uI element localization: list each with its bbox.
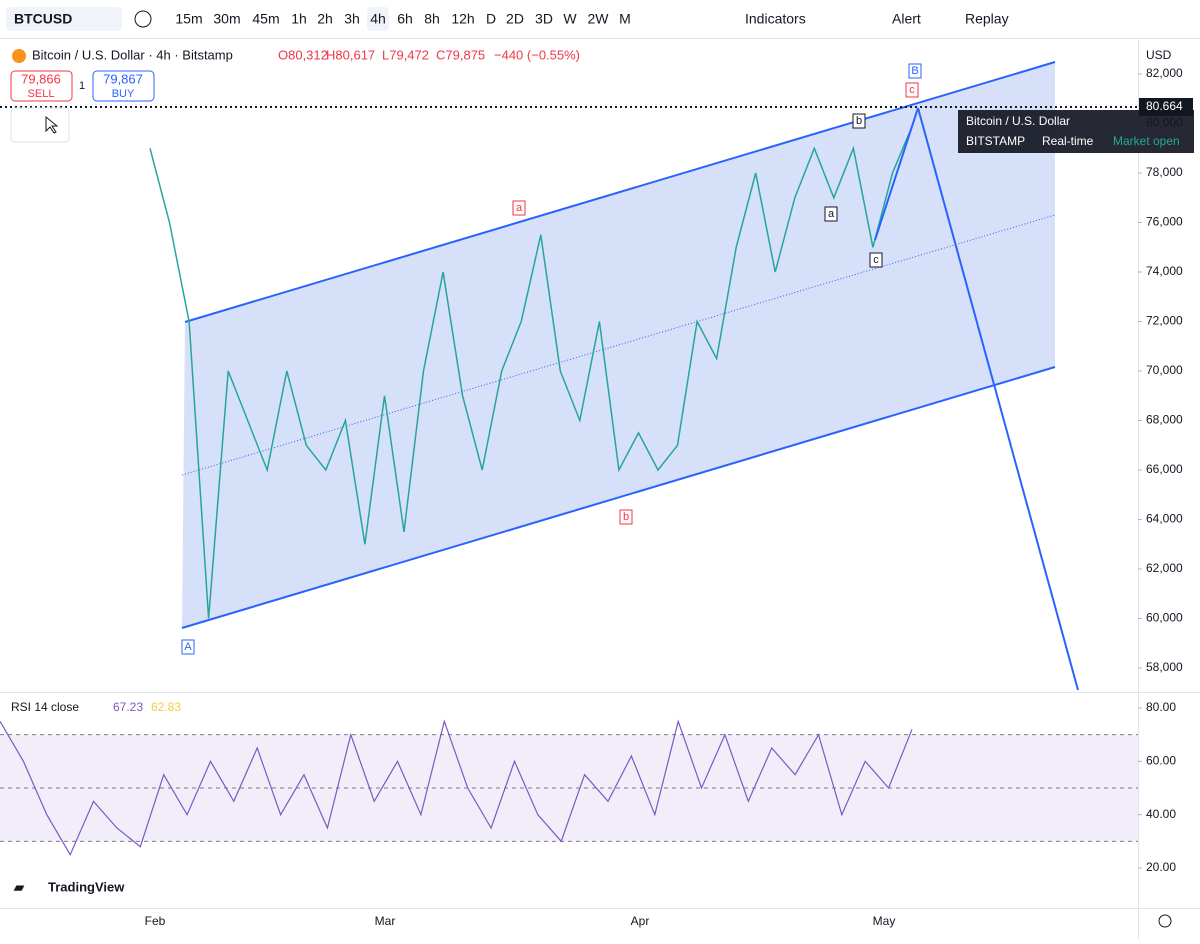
toolbar <box>0 0 1200 38</box>
tooltip-status: Market open <box>1113 134 1180 148</box>
interval[interactable]: 15m <box>175 11 202 27</box>
interval[interactable]: M <box>619 11 631 27</box>
interval[interactable]: 2D <box>506 11 524 27</box>
tooltip <box>958 110 1194 153</box>
symbol-box[interactable] <box>6 7 122 31</box>
time-label: Feb <box>145 914 166 928</box>
interval[interactable]: 3h <box>344 11 360 27</box>
price-tick-label: 62,000 <box>1146 561 1183 575</box>
sell-button[interactable] <box>10 70 73 102</box>
wave-box <box>181 639 195 655</box>
price-tick-label: 72,000 <box>1146 314 1183 328</box>
current-price: 80,664 <box>1146 99 1183 113</box>
wave-box <box>869 252 883 268</box>
wave-line <box>917 107 1079 691</box>
price-tick-label: 70,000 <box>1146 363 1183 377</box>
interval[interactable]: 2W <box>588 11 610 27</box>
sell-label[interactable]: SELL <box>28 88 55 100</box>
rsi-ma: 62.83 <box>151 700 181 714</box>
wave-box <box>824 206 838 222</box>
interval[interactable]: 2h <box>317 11 333 27</box>
low: L79,472 <box>382 47 429 62</box>
interval[interactable]: 8h <box>424 11 440 27</box>
price-tick-label: 76,000 <box>1146 215 1183 229</box>
interval[interactable]: D <box>486 11 496 27</box>
brand: TradingView <box>48 879 125 894</box>
legend-title: Bitcoin / U.S. Dollar · 4h · Bitstamp <box>32 47 233 62</box>
interval[interactable]: 4h <box>370 11 386 27</box>
price-tick-label: 74,000 <box>1146 264 1183 278</box>
price-tick-label: 66,000 <box>1146 462 1183 476</box>
currency[interactable]: USD <box>1146 48 1172 62</box>
interval[interactable]: 1h <box>291 11 307 27</box>
interval[interactable]: 3D <box>535 11 553 27</box>
tooltip-exchange: BITSTAMP <box>966 134 1025 148</box>
price-tick-label: 68,000 <box>1146 413 1183 427</box>
price-tick-label: 58,000 <box>1146 660 1183 674</box>
cursor-icon[interactable] <box>45 115 59 134</box>
interval[interactable]: 12h <box>451 11 474 27</box>
wave-label: B <box>911 65 918 77</box>
buy-label[interactable]: BUY <box>112 88 135 100</box>
interval[interactable]: 30m <box>213 11 240 27</box>
wave-label: c <box>873 254 879 266</box>
quantity: 1 <box>79 80 85 92</box>
open: O80,312 <box>278 47 328 62</box>
wave-box <box>908 63 922 79</box>
price-line <box>149 126 913 619</box>
rsi-label: RSI 14 close <box>11 700 79 714</box>
rsi-tick-label: 60.00 <box>1146 754 1176 768</box>
wave-label: a <box>516 202 523 214</box>
wave-box <box>905 82 919 98</box>
time-label: Mar <box>375 914 396 928</box>
change: −440 (−0.55%) <box>494 47 580 62</box>
price-tick-label: 60,000 <box>1146 611 1183 625</box>
channel-mid <box>181 214 1056 476</box>
close: C79,875 <box>436 47 485 62</box>
interval[interactable]: 45m <box>252 11 279 27</box>
wave-label: A <box>184 641 192 653</box>
brand-logo: ▰ <box>13 879 25 894</box>
rsi-line <box>0 719 913 857</box>
buy-button[interactable] <box>92 70 155 102</box>
tooltip-name: Bitcoin / U.S. Dollar <box>966 114 1070 128</box>
price-tick-label: 78,000 <box>1146 165 1183 179</box>
wave-label: b <box>856 115 862 127</box>
interval[interactable]: W <box>563 11 577 27</box>
wave-label: c <box>909 84 915 96</box>
rsi-tick-label: 40.00 <box>1146 807 1176 821</box>
rsi-tick-label: 80.00 <box>1146 700 1176 714</box>
price-tick-label: 82,000 <box>1146 66 1183 80</box>
wave-label: b <box>623 511 629 523</box>
channel-upper <box>184 61 1056 323</box>
rsi-value: 67.23 <box>113 700 143 714</box>
active-interval <box>367 7 389 31</box>
channel-lower <box>181 366 1056 629</box>
replay[interactable]: Replay <box>965 11 1009 27</box>
wave-line <box>874 107 919 241</box>
sell-price[interactable]: 79,866 <box>21 71 61 86</box>
price-tick-label: 64,000 <box>1146 512 1183 526</box>
wave-label: a <box>828 208 835 220</box>
coin-icon <box>12 49 26 63</box>
alert[interactable]: Alert <box>892 11 921 27</box>
high: H80,617 <box>326 47 375 62</box>
interval[interactable]: 6h <box>397 11 413 27</box>
symbol[interactable]: BTCUSD <box>14 11 72 27</box>
rsi-tick-label: 20.00 <box>1146 860 1176 874</box>
time-label: Apr <box>631 914 650 928</box>
tooltip-feed: Real-time <box>1042 134 1094 148</box>
wave-box <box>619 509 633 525</box>
settings-icon[interactable] <box>1158 914 1172 928</box>
buy-price[interactable]: 79,867 <box>103 71 143 86</box>
channel-fill <box>182 62 1055 628</box>
time-label: May <box>873 914 896 928</box>
drawing-toolbar[interactable] <box>10 107 70 143</box>
wave-box <box>512 200 526 216</box>
add-icon[interactable] <box>134 10 152 28</box>
wave-box <box>852 113 866 129</box>
indicators[interactable]: Indicators <box>745 11 806 27</box>
